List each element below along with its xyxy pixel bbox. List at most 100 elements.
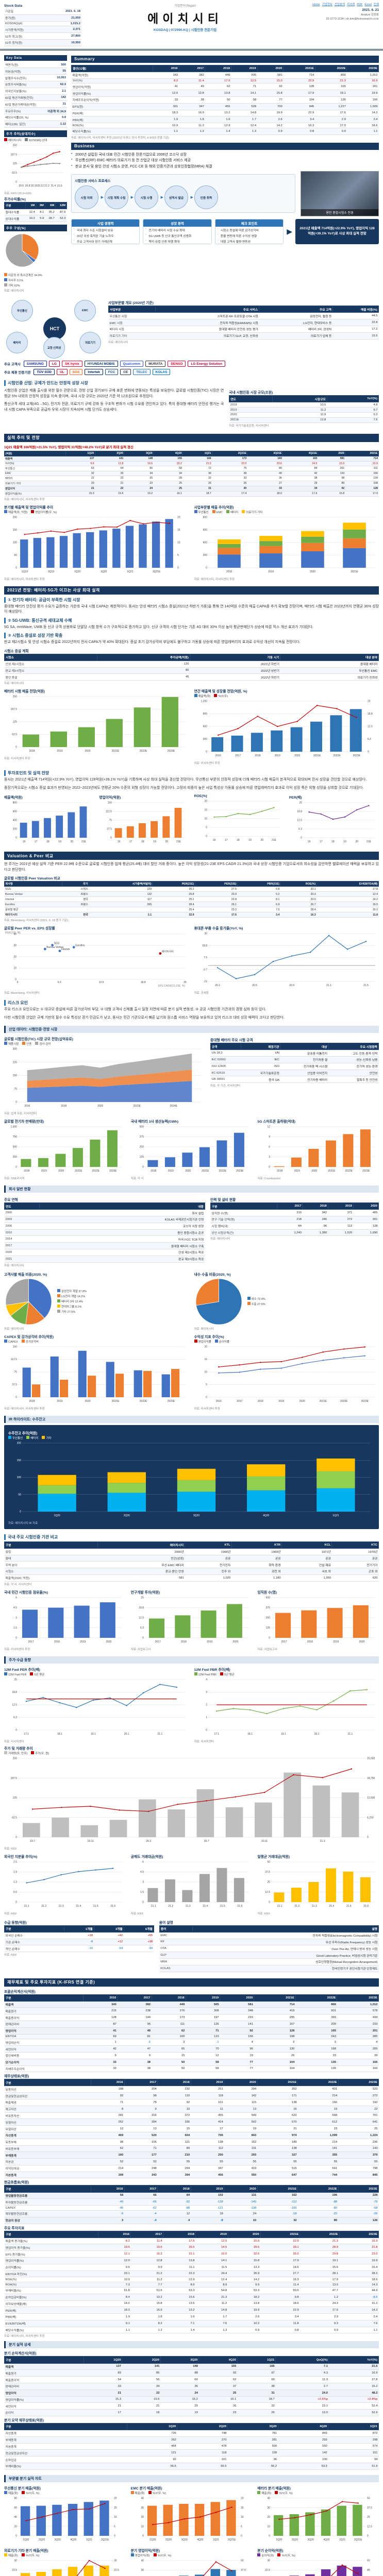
- margin-trend-chart: 수익성 지표 추이(%) 영업이익률 순이익률 0 5 10 15 20 2016 2017 201…: [194, 1333, 379, 1411]
- industry-paragraph: 통신규격 세대 교체(4G→5G), 전기차 전환, 의료기기 규제 강화 등 …: [4, 402, 224, 412]
- table-row: 2014 미국 FCC TCB 지정: [4, 1235, 205, 1243]
- svg-text:2018: 2018: [151, 1170, 156, 1173]
- svg-text:21.4: 21.4: [329, 1905, 335, 1908]
- svg-text:21.2: 21.2: [295, 1905, 300, 1908]
- table: 구분 2016 2017 2018 2019 2020 2021E 2022E 2023E 매출액…: [4, 2230, 379, 2334]
- svg-text:9: 9: [269, 1136, 271, 1139]
- table: 기준일 2021. 6. 18 종가(원) 21,650 KOSDAQ(pt) 1,015…: [4, 8, 81, 46]
- list-item[interactable]: PDF: [357, 3, 363, 6]
- svg-text:20: 20: [165, 840, 169, 843]
- list-item: 시험소 증설에 따른 감가상각비: [215, 227, 283, 232]
- table-title: 중대형 배터리 주요 시험 규격: [210, 1039, 253, 1043]
- svg-text:21.4: 21.4: [76, 1905, 81, 1908]
- chart-title: 12M Fwd PBR 추이(배): [194, 1668, 230, 1672]
- svg-text:5: 5: [206, 1383, 207, 1386]
- svg-text:Intertek: Intertek: [61, 948, 70, 951]
- table-row: ROE(%) 10.9 11.2 12.9 12.4 14.2 16.3 17.9 18.6: [4, 2277, 379, 2283]
- chart-source: 자료: 에이치시티, 리서치센터 추정: [194, 578, 235, 581]
- section-industry-data: 산업 데이터: 시험인증·전방 시장 글로벌 시험인증(TIC) 시장 규모 전…: [0, 1026, 383, 1180]
- svg-text:2022E: 2022E: [140, 750, 147, 753]
- svg-text:Eurofins: Eurofins: [75, 944, 85, 947]
- svg-text:2Q21E: 2Q21E: [228, 2538, 236, 2541]
- list-item[interactable]: Excel: [364, 3, 372, 6]
- chart-source: 자료: 에이치시티, 리서치센터 추정: [4, 1407, 45, 1411]
- table-title: 분기 손익계산서(억원): [4, 2352, 37, 2356]
- section-financial-statements: 재무제표 및 주요 투자지표 (K-IFRS 연결 기준) 포괄손익계산서(억원…: [0, 1978, 383, 2470]
- fiveg-shipment-chart: 5G 스마트폰 출하량(억대) 0 3 6 9 12 2018 2019 2020 2021E 20…: [257, 1117, 379, 1180]
- table-title: 용어 설명: [159, 1921, 173, 1925]
- svg-text:400: 400: [203, 541, 207, 544]
- svg-text:20: 20: [13, 956, 16, 959]
- table-source: 자료: 각 사, 리서치센터: [4, 1583, 32, 1586]
- table-row: 발행주식수(천주) 10,953: [4, 74, 67, 82]
- table-title: 주요 연혁: [4, 1198, 18, 1202]
- svg-text:2018: 2018: [307, 1640, 313, 1643]
- strategy-box-competitiveness: 사업 경쟁력 국내 최다 수준 시험설비 보유20년 이상 축적된 기술 노하우…: [71, 218, 140, 244]
- chart-title: 일평균 거래대금(억원): [257, 1855, 290, 1859]
- svg-text:21.6: 21.6: [364, 1905, 369, 1908]
- svg-text:100: 100: [13, 541, 18, 544]
- svg-text:21.1: 21.1: [151, 1905, 156, 1908]
- chart-title: 분기 순이익(억원): [257, 2549, 284, 2553]
- table-title: 재무상태표(억원): [4, 2075, 29, 2079]
- svg-text:18: 18: [141, 840, 144, 843]
- chart-title: 외국인 지분율 추이(%): [4, 1855, 38, 1859]
- svg-text:2.5: 2.5: [13, 1860, 17, 1863]
- table-row: 배당수익률(%) 1.1 1.2 1.4 1.3 0.9 0.8 0.9 1.1: [71, 128, 379, 135]
- returns-table: 주가수익률(%) 구분 1M 3M 6M 12M 절대수익률 12.4 8.1 35.2 87.5 상…: [4, 196, 67, 223]
- svg-text:2021E: 2021E: [313, 754, 321, 757]
- table: 구분 1Q20 2Q20 3Q20 4Q20 1Q21 자산총계 726 748 781 843 87…: [4, 2422, 379, 2470]
- table-title: 인력 및 설비 현황: [210, 1198, 236, 1202]
- svg-text:2Q21E: 2Q21E: [354, 2538, 362, 2541]
- risk-paragraph: 다만 시험인증 산업은 규제 기반의 필수 수요 특성상 경기 민감도가 낮고,…: [4, 1015, 285, 1020]
- svg-text:2: 2: [206, 1703, 207, 1706]
- svg-text:10: 10: [241, 2516, 244, 2519]
- table-row: 자본금 52 52 55 55 55 55 55 55: [4, 2158, 379, 2165]
- trading-band: 주가·수급 동향: [4, 1656, 379, 1664]
- list-item: 20년 이상 축적된 기술 노하우: [72, 232, 139, 238]
- list-item[interactable]: 리서치: [347, 3, 355, 6]
- strategy-box-items: 시험소 증설에 따른 감가상각비환율 변동에 따른 수익성 영향대형 고객사 물…: [215, 227, 283, 244]
- svg-text:6: 6: [15, 1596, 17, 1599]
- table-row: RF 무선 주파수(Radio Frequency) 성능 시험: [159, 1939, 379, 1946]
- chart-title: 매출액(억원): [4, 796, 23, 800]
- svg-text:19: 19: [343, 840, 346, 843]
- table-row: 영업이익 21 22 24 25 31 30 33 34 92 128: [4, 485, 379, 492]
- svg-text:21.5: 21.5: [93, 1905, 98, 1908]
- table-row: 유동자산 188 204 232 251 294 352 431 523: [4, 2086, 379, 2093]
- outlook-subheader: ③ 시험소 증설로 성장 기반 확충: [4, 633, 379, 639]
- diagram-satellite-circle: 배터리: [6, 332, 28, 354]
- business-bullets: 2000년 설립된 국내 대표 민간 시험인증 전문기업으로 2006년 코스닥…: [71, 152, 379, 169]
- industry-header: 시험인증 산업: 규제가 만드는 안정적 성장 시장: [4, 380, 379, 386]
- svg-text:4Q20: 4Q20: [70, 2538, 76, 2541]
- svg-text:20: 20: [355, 840, 358, 843]
- list-item: TÜV SÜD: [34, 369, 55, 376]
- svg-text:50: 50: [241, 2559, 244, 2562]
- table-row: 배당수익률(20, %) 0.9: [4, 114, 67, 121]
- list-item[interactable]: 인쇄: [373, 3, 379, 6]
- list-item: Qualcomm: [120, 361, 144, 367]
- list-item: FCC: [105, 369, 119, 376]
- chart-source: 자료: Counterpoint: [257, 1177, 281, 1181]
- svg-text:2020: 2020: [185, 1170, 191, 1173]
- svg-text:21.3: 21.3: [312, 1905, 317, 1908]
- svg-text:20: 20: [260, 839, 263, 842]
- chart-title: 배터리 시험 매출 전망(억원): [4, 690, 45, 694]
- svg-text:19: 19: [154, 840, 157, 843]
- chart-source: 자료: KRX: [257, 1912, 270, 1916]
- svg-text:150: 150: [13, 1345, 18, 1348]
- list-item[interactable]: 산업분석: [334, 3, 345, 6]
- chart-title: 영업이익(억원): [99, 796, 121, 800]
- list-item[interactable]: Home: [312, 3, 320, 6]
- table-row: 자본금(억원) 55: [4, 67, 67, 75]
- table-row: 무형자산 12 13 15 17 19 21 23 25: [4, 2125, 379, 2132]
- quarterly-revenue-chart: 분기별 매출액 및 영업이익률 추이 매출액(좌, 억원) 영업이익률(우, %) 0…: [4, 503, 189, 581]
- report-header: Stock Data 기준일 2021. 6. 18 종가(원) 21,650 KOSDA…: [0, 0, 383, 50]
- svg-text:2021E: 2021E: [112, 750, 120, 753]
- table-title: 분기 요약 재무상태표(억원): [4, 2418, 44, 2422]
- title-block: 기업분석 Report 에이치시티 KOSDAQ | 072990.KQ | 시…: [86, 2, 285, 47]
- svg-text:400: 400: [13, 819, 18, 822]
- market-size-table: 국내 시험인증 시장 규모(조원) 연도 시장규모 YoY(%) 2018 10.5 4.8…: [229, 388, 379, 428]
- svg-text:0: 0: [17, 981, 19, 984]
- list-item[interactable]: 기업정보: [322, 3, 332, 6]
